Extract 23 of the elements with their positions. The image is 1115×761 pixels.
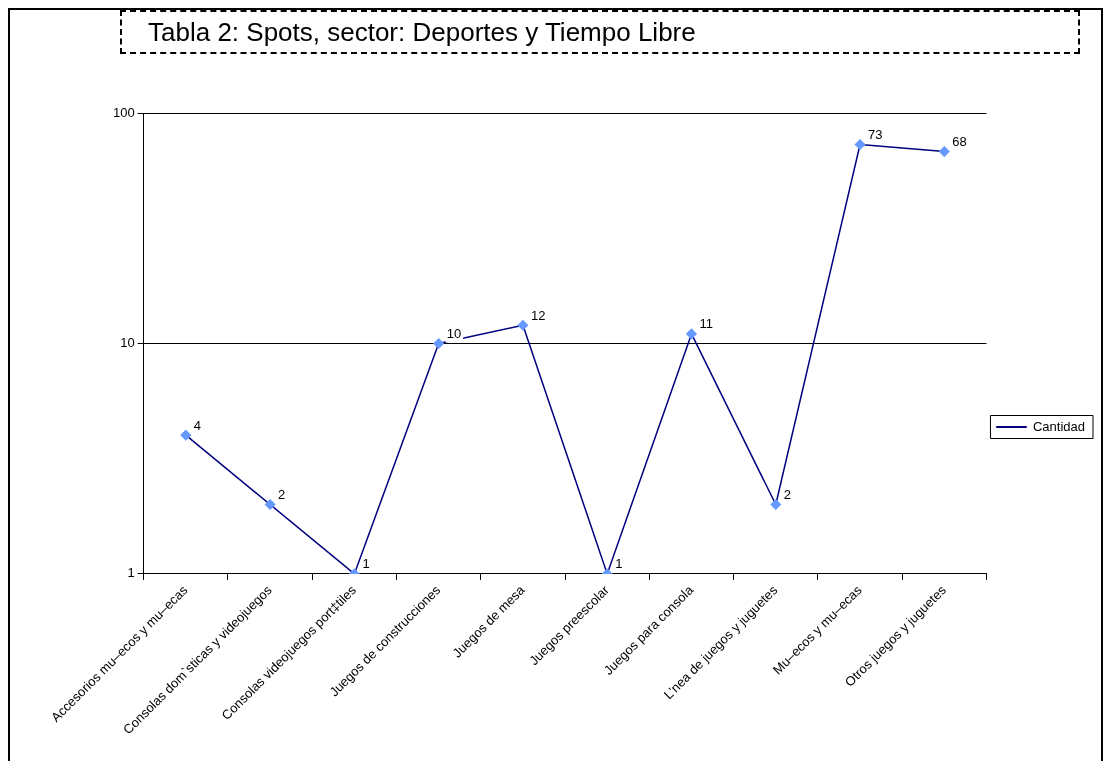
- data-label: 68: [952, 134, 967, 150]
- chart-title: Tabla 2: Spots, sector: Deportes y Tiempo Libre: [120, 10, 1080, 54]
- point: [770, 499, 782, 510]
- point: [433, 338, 444, 349]
- point: [517, 319, 529, 331]
- data-label: 2: [278, 487, 286, 503]
- data-label: 11: [699, 316, 713, 332]
- y-tick-label: 1: [127, 565, 135, 581]
- data-label: 4: [193, 417, 202, 433]
- point: [854, 139, 866, 150]
- point: [939, 146, 950, 157]
- point: [686, 328, 697, 340]
- data-label: 73: [868, 127, 883, 143]
- point: [180, 429, 192, 441]
- data-label: 2: [783, 487, 791, 503]
- legend-label: Cantidad: [1032, 418, 1086, 434]
- data-label: 10: [446, 326, 462, 342]
- data-label: 12: [530, 307, 546, 323]
- data-label: 1: [362, 556, 370, 572]
- y-tick-label: 10: [120, 335, 135, 351]
- point: [264, 499, 276, 510]
- data-label: 1: [615, 556, 623, 572]
- y-tick-label: 100: [112, 104, 135, 120]
